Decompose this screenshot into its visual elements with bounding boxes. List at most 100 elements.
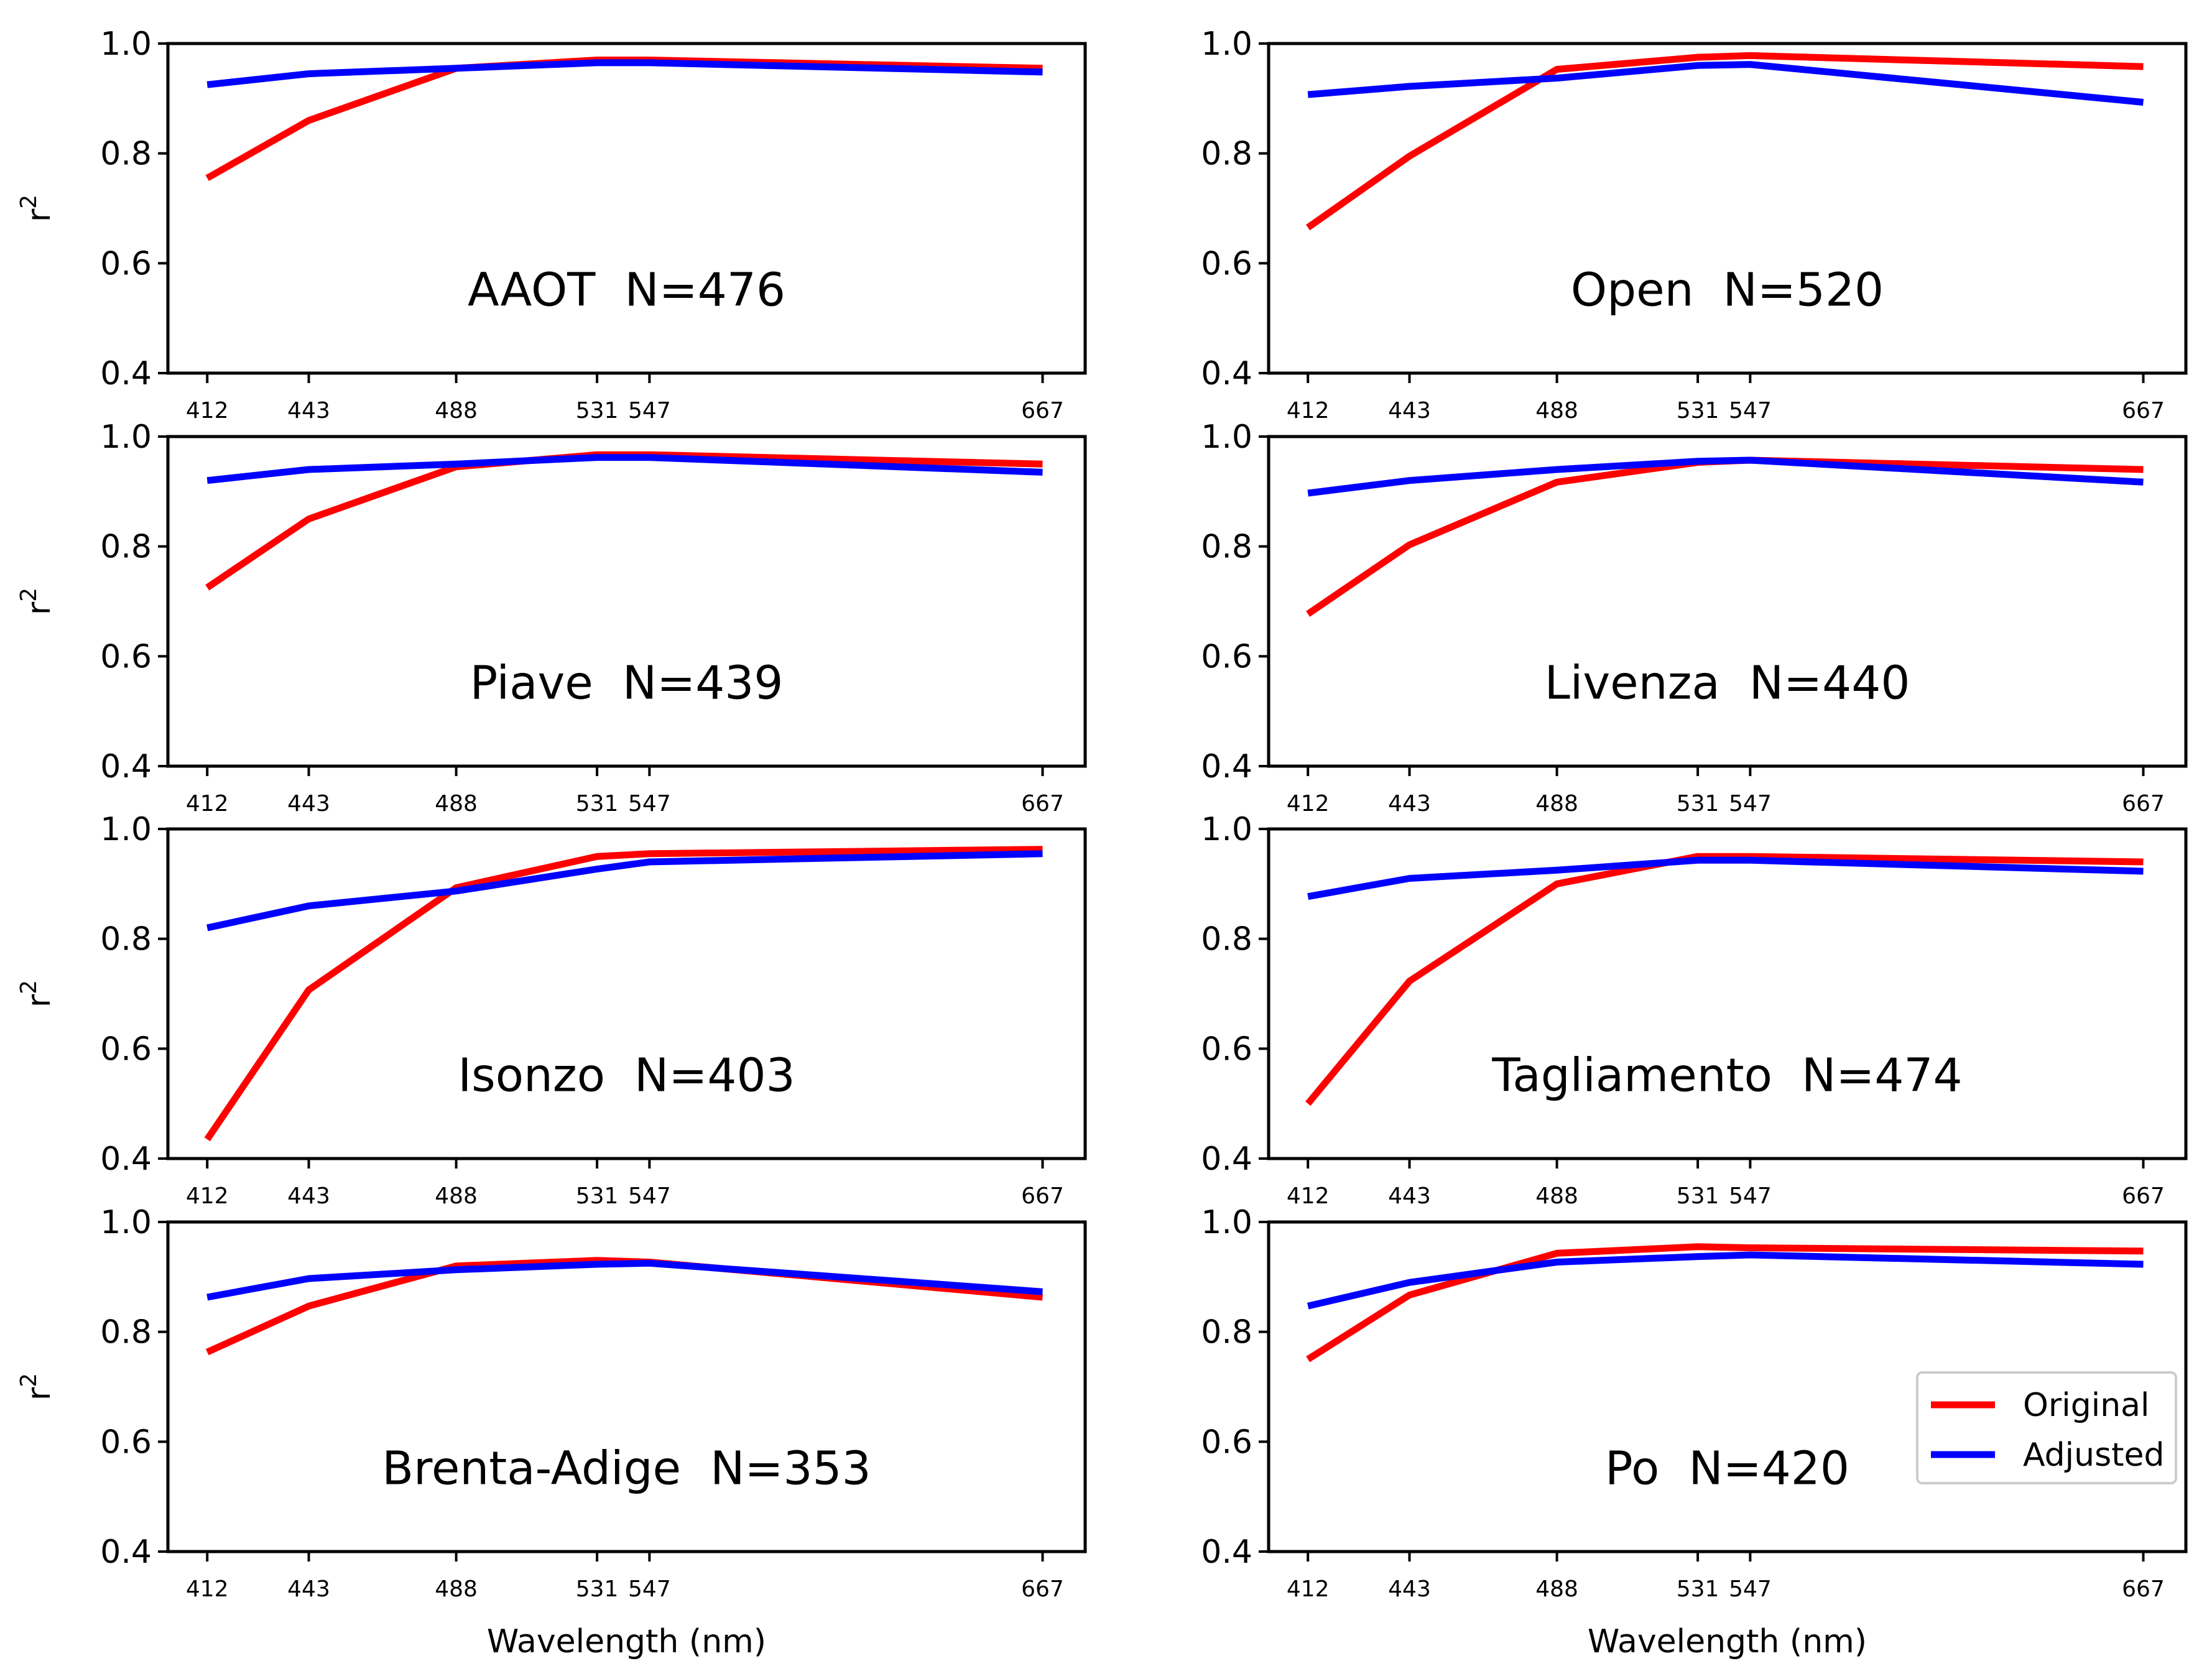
x-tick-label: 531: [1677, 791, 1719, 817]
x-tick-label: 443: [1388, 791, 1431, 817]
plot-area-frame: [1267, 42, 2188, 375]
x-tick-label: 667: [2122, 398, 2165, 423]
plot-area-frame: [166, 42, 1087, 375]
x-tick-label: 412: [1287, 1576, 1330, 1602]
series-line-original: [205, 57, 1043, 182]
x-tick-label: 531: [576, 1183, 619, 1209]
series-line-adjusted: [206, 454, 1043, 484]
y-tick-label: 1.0: [1201, 419, 1252, 456]
plot-area-frame: [166, 435, 1087, 768]
y-tick-label: 0.8: [1201, 921, 1252, 958]
y-tick-label: 0.8: [100, 1314, 152, 1351]
y-tick-label: 1.0: [100, 25, 152, 63]
panel-title: Po N=420: [1605, 1442, 1849, 1495]
panel-title: Livenza N=440: [1545, 656, 1910, 710]
y-tick-label: 1.0: [100, 419, 152, 456]
series-line-original: [204, 846, 1043, 1142]
x-tick-label: 547: [628, 398, 671, 423]
panel-title: Isonzo N=403: [458, 1048, 795, 1102]
y-tick-label: 0.4: [100, 748, 152, 785]
x-tick-label: 531: [1677, 1183, 1719, 1209]
plot-area-frame: [166, 1220, 1087, 1553]
y-tick-label: 0.4: [100, 1534, 152, 1571]
panel-8: 0.4 0.6 0.8 1.0 412 443 488 531 547 667 Wavelength…: [1201, 1204, 2188, 1660]
y-tick-label: 0.8: [1201, 1314, 1252, 1351]
series-line-adjusted: [206, 1259, 1043, 1301]
y-tick-label: 0.8: [1201, 529, 1252, 566]
legend: Original Adjusted: [1916, 1371, 2177, 1484]
panel-4: 0.4 0.6 0.8 1.0 412 443 488 531 547 667 Livenza N=…: [1201, 419, 2188, 817]
plot-area-frame: [1267, 827, 2188, 1160]
x-tick-label: 412: [186, 791, 229, 817]
y-tick-label: 0.6: [1201, 1030, 1252, 1068]
series-line-original: [1306, 1243, 2144, 1363]
x-tick-label: 547: [1729, 1576, 1772, 1602]
x-tick-label: 412: [186, 1183, 229, 1209]
x-tick-label: 667: [1021, 398, 1064, 423]
y-axis-label: r2: [16, 980, 58, 1007]
x-tick-label: 547: [628, 1183, 671, 1209]
panel-3: 0.4 0.6 0.8 1.0 412 443 488 531 547 667 r2 Piave N=…: [16, 419, 1087, 817]
x-tick-label: 488: [435, 791, 478, 817]
x-tick-label: 412: [186, 398, 229, 423]
y-tick-label: 1.0: [100, 1204, 152, 1241]
y-tick-label: 0.4: [1201, 355, 1252, 392]
x-tick-label: 547: [1729, 398, 1772, 423]
panel-7: 0.4 0.6 0.8 1.0 412 443 488 531 547 667 r2 Waveleng…: [16, 1204, 1087, 1660]
y-axis-label-superscript: 2: [16, 588, 42, 602]
y-tick-label: 0.4: [1201, 1141, 1252, 1178]
y-tick-label: 0.8: [100, 921, 152, 958]
x-tick-label: 667: [1021, 791, 1064, 817]
x-tick-label: 667: [2122, 1183, 2165, 1209]
y-tick-label: 0.6: [100, 1423, 152, 1461]
x-tick-label: 443: [287, 1183, 330, 1209]
x-tick-label: 531: [1677, 1576, 1719, 1602]
panel-5: 0.4 0.6 0.8 1.0 412 443 488 531 547 667 r2 Isonzo N…: [16, 811, 1087, 1209]
y-axis-label-superscript: 2: [16, 195, 42, 209]
x-axis-label: Wavelength (nm): [487, 1623, 766, 1660]
panel-title: Piave N=439: [470, 656, 784, 710]
y-tick-label: 0.6: [100, 245, 152, 282]
series-line-adjusted: [1307, 456, 2144, 497]
y-axis-label-base: r: [21, 1387, 58, 1400]
series-line-adjusted: [206, 59, 1043, 88]
y-tick-label: 0.4: [100, 1141, 152, 1178]
y-axis-label-base: r: [21, 994, 58, 1007]
x-tick-label: 488: [435, 1576, 478, 1602]
y-tick-label: 1.0: [1201, 25, 1252, 63]
x-tick-label: 667: [2122, 791, 2165, 817]
x-tick-label: 667: [2122, 1576, 2165, 1602]
y-tick-label: 0.4: [1201, 748, 1252, 785]
y-tick-label: 0.6: [1201, 1423, 1252, 1461]
plot-area-frame: [1267, 1220, 2188, 1553]
y-tick-label: 0.8: [1201, 136, 1252, 173]
x-tick-label: 531: [576, 1576, 619, 1602]
x-tick-label: 488: [1535, 1183, 1578, 1209]
x-tick-label: 547: [1729, 1183, 1772, 1209]
series-line-adjusted: [1307, 856, 2144, 900]
plot-area-frame: [166, 827, 1087, 1160]
x-tick-label: 531: [576, 398, 619, 423]
x-tick-label: 488: [1535, 398, 1578, 423]
series-line-adjusted: [206, 850, 1043, 932]
y-tick-label: 1.0: [1201, 1204, 1252, 1241]
y-tick-label: 0.6: [1201, 638, 1252, 675]
y-tick-label: 1.0: [1201, 811, 1252, 848]
x-tick-label: 547: [1729, 791, 1772, 817]
x-tick-label: 667: [1021, 1576, 1064, 1602]
x-tick-label: 547: [628, 791, 671, 817]
x-tick-label: 412: [1287, 1183, 1330, 1209]
y-axis-label: r2: [16, 1373, 58, 1400]
x-tick-label: 488: [435, 398, 478, 423]
x-tick-label: 443: [1388, 1576, 1431, 1602]
x-tick-label: 412: [1287, 398, 1330, 423]
x-tick-label: 531: [576, 791, 619, 817]
series-line-original: [1306, 52, 2144, 231]
x-axis-label: Wavelength (nm): [1588, 1623, 1867, 1660]
y-tick-label: 0.4: [100, 355, 152, 392]
x-tick-label: 488: [1535, 791, 1578, 817]
panel-title: Brenta-Adige N=353: [382, 1442, 871, 1495]
series-line-original: [1306, 456, 2144, 617]
plot-area-frame: [1267, 435, 2188, 768]
